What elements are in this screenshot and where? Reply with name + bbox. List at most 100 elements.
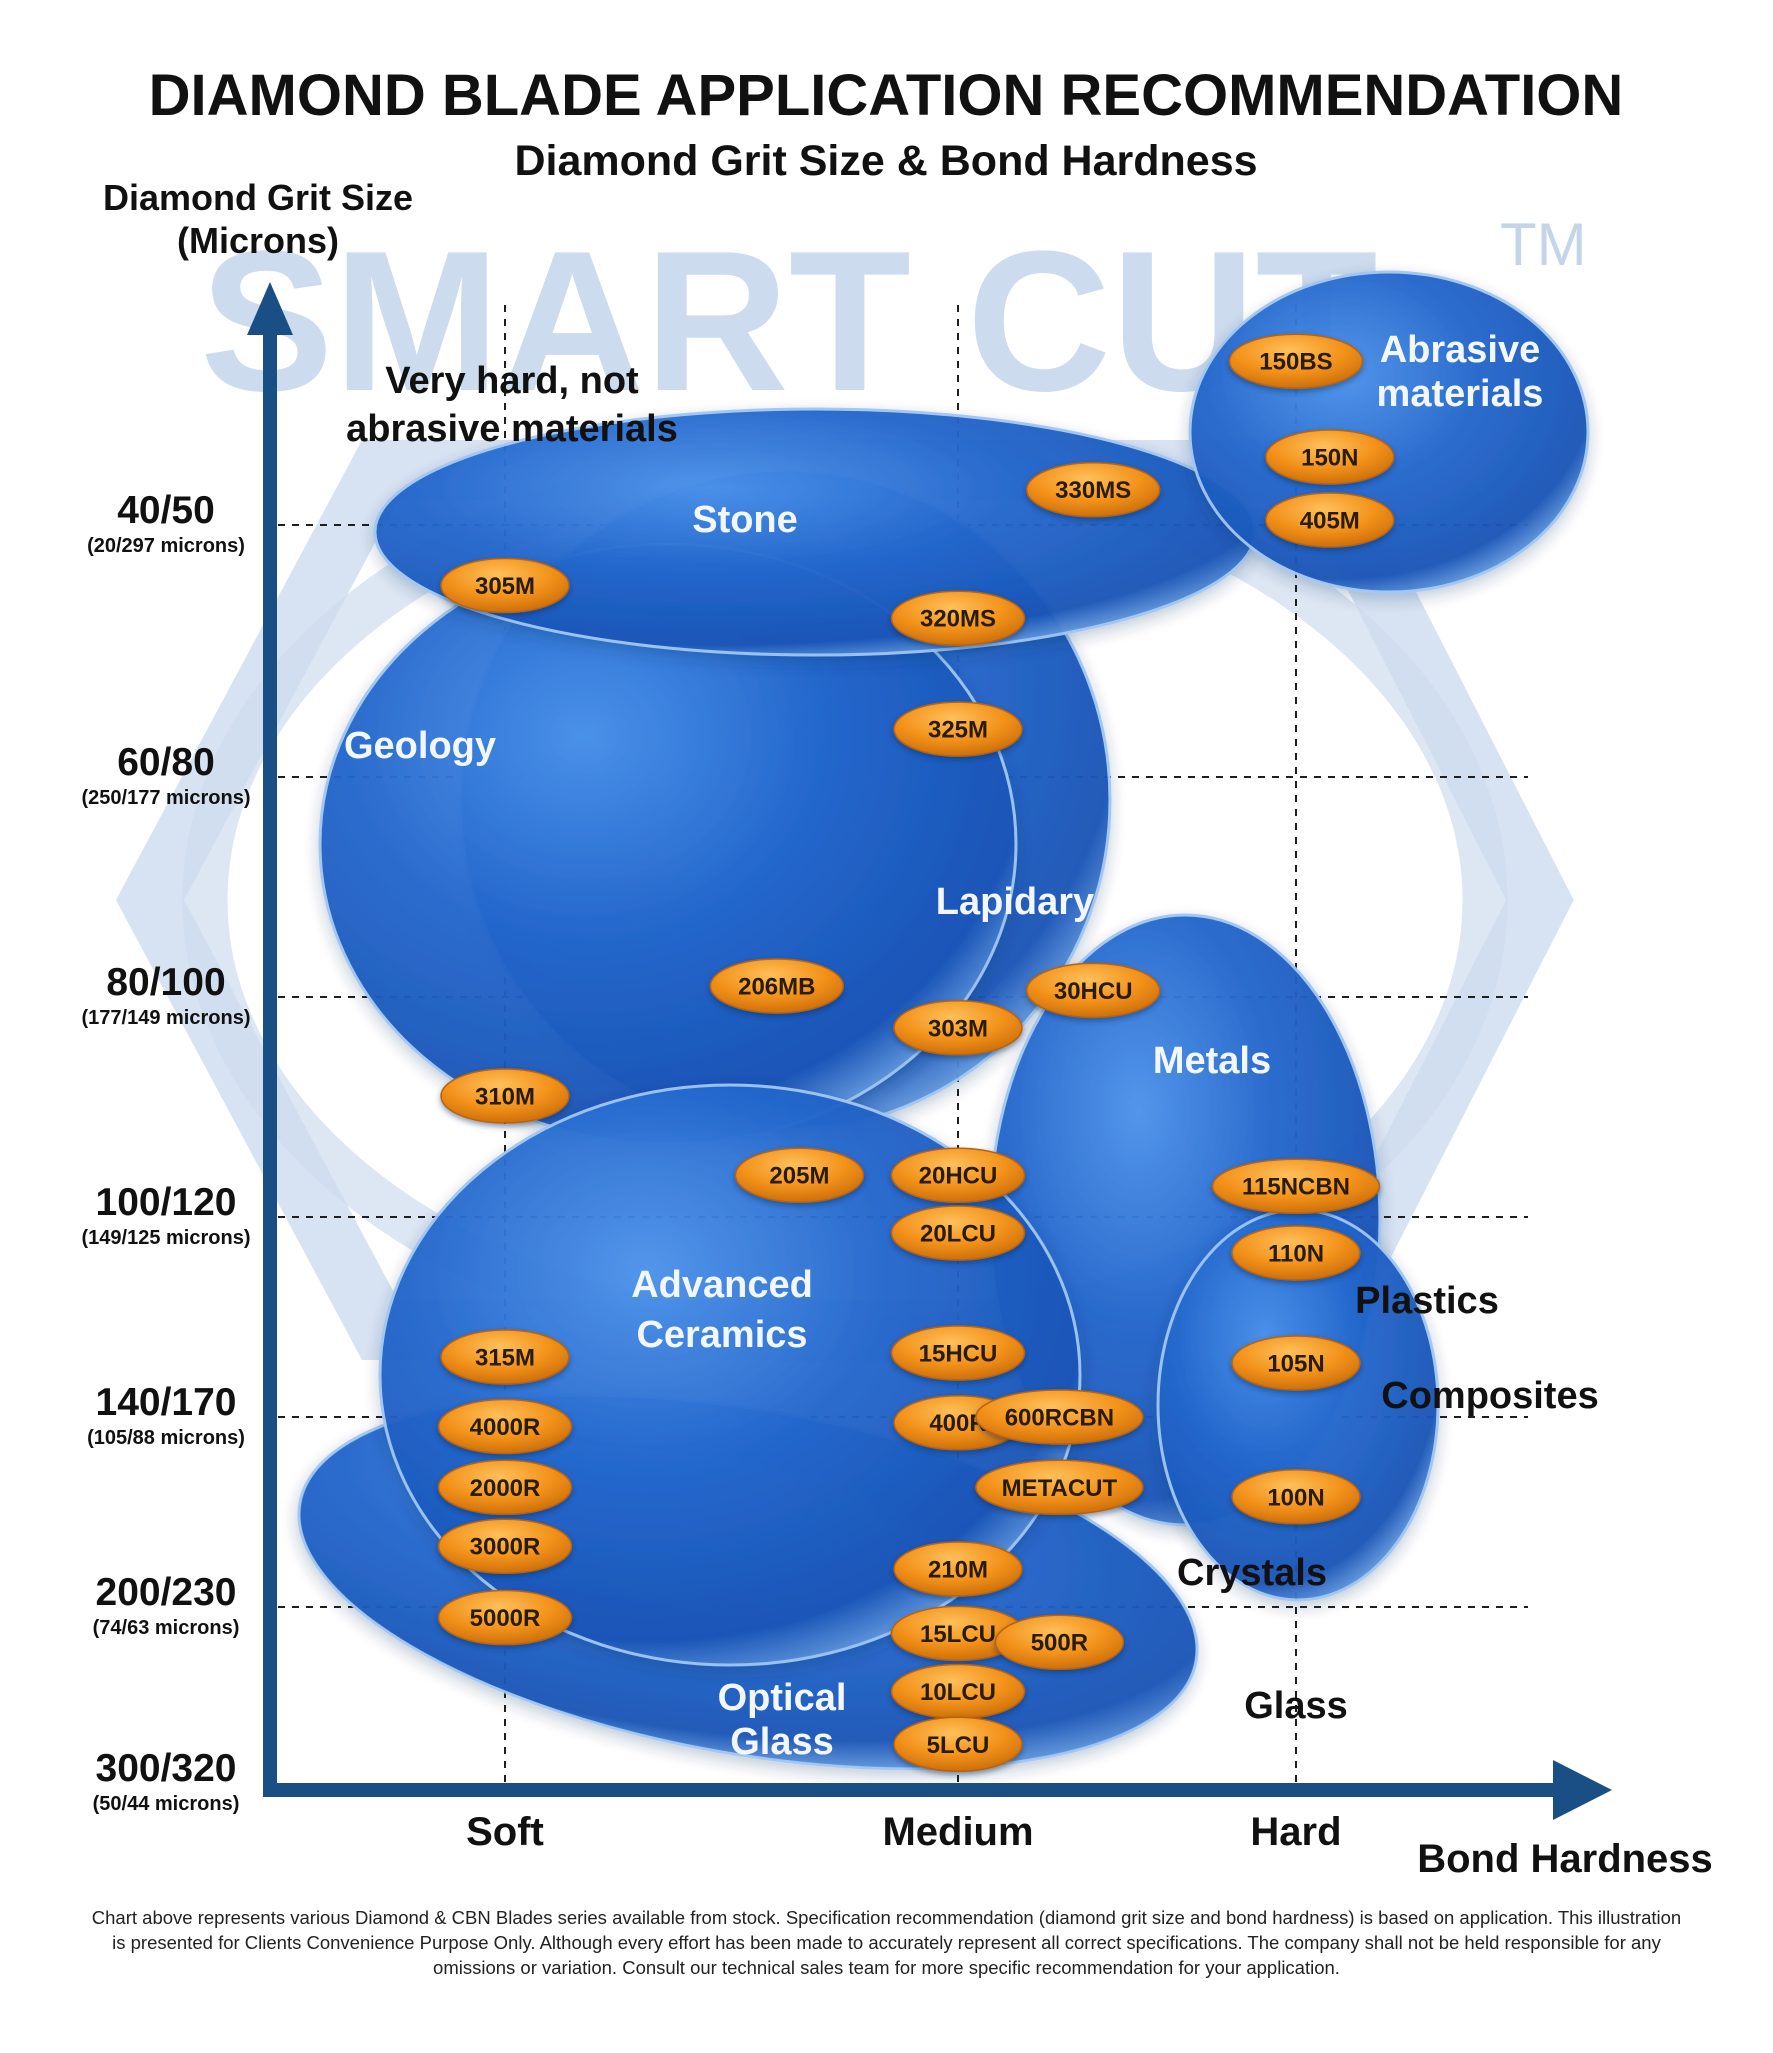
series-marker-pill bbox=[437, 1518, 573, 1574]
y-tick-label: 300/320 bbox=[96, 1747, 237, 1790]
region-label-abrasive-materials-line2: materials bbox=[1377, 373, 1544, 415]
y-tick-sublabel: (177/149 microns) bbox=[82, 1007, 251, 1029]
series-label: 115NCBN bbox=[1242, 1174, 1350, 1201]
series-label: 105N bbox=[1267, 1351, 1324, 1378]
series-label: 10LCU bbox=[920, 1679, 996, 1706]
y-tick-sublabel: (74/63 microns) bbox=[93, 1617, 240, 1639]
series-marker-pill bbox=[709, 958, 845, 1014]
region-label-very-hard-not-abrasive-materials-line2: abrasive materials bbox=[346, 408, 678, 450]
y-tick-sublabel: (50/44 microns) bbox=[93, 1793, 240, 1815]
region-label-advanced-ceramics-line1: Advanced bbox=[631, 1264, 813, 1306]
series-marker-pill bbox=[893, 1716, 1023, 1773]
region-label-very-hard-not-abrasive-materials-line1: Very hard, not bbox=[385, 360, 639, 402]
y-tick-sublabel: (149/125 microns) bbox=[82, 1227, 251, 1249]
series-label: 3000R bbox=[470, 1534, 541, 1561]
series-label: 5LCU bbox=[927, 1732, 990, 1759]
series-label: 315M bbox=[475, 1345, 535, 1372]
x-tick-label-soft: Soft bbox=[466, 1810, 544, 1854]
series-marker-pill bbox=[994, 1614, 1125, 1670]
series-marker-100n[interactable]: 100N bbox=[1231, 1469, 1361, 1525]
series-marker-15hcu[interactable]: 15HCU bbox=[890, 1325, 1026, 1381]
series-label: 15HCU bbox=[919, 1341, 998, 1368]
series-label: 20LCU bbox=[920, 1221, 996, 1248]
series-marker-206mb[interactable]: 206MB bbox=[709, 958, 845, 1014]
region-label-lapidary: Lapidary bbox=[936, 881, 1094, 923]
region-label-crystals: Crystals bbox=[1177, 1552, 1327, 1594]
series-marker-330ms[interactable]: 330MS bbox=[1025, 461, 1161, 518]
y-tick-sublabel: (105/88 microns) bbox=[87, 1427, 245, 1449]
series-marker-500r[interactable]: 500R bbox=[994, 1614, 1125, 1670]
x-tick-label-hard: Hard bbox=[1250, 1810, 1341, 1854]
series-marker-3000r[interactable]: 3000R bbox=[437, 1518, 573, 1574]
series-label: 205M bbox=[769, 1163, 829, 1190]
region-label-stone: Stone bbox=[692, 499, 798, 541]
blade-series-markers: 150BS 150N 405M 330MS 305M 320MS 325M 206MB 30HC… bbox=[437, 333, 1395, 1773]
series-marker-15lcu[interactable]: 15LCU bbox=[890, 1605, 1026, 1662]
y-tick-label: 80/100 bbox=[106, 961, 225, 1004]
series-marker-pill bbox=[893, 1541, 1023, 1597]
series-marker-20hcu[interactable]: 20HCU bbox=[890, 1147, 1026, 1203]
series-marker-pill bbox=[734, 1147, 865, 1203]
series-marker-metacut[interactable]: METACUT bbox=[975, 1459, 1144, 1516]
y-tick-label: 100/120 bbox=[96, 1181, 237, 1224]
y-axis-ticks: 40/50 (20/297 microns) 60/80 (250/177 micro… bbox=[82, 489, 251, 1815]
x-axis-label: Bond Hardness bbox=[1417, 1837, 1713, 1881]
region-label-advanced-ceramics-line2: Ceramics bbox=[636, 1314, 807, 1356]
region-label-optical-glass-line2: Glass bbox=[730, 1721, 834, 1763]
series-label: 500R bbox=[1031, 1630, 1088, 1657]
series-marker-210m[interactable]: 210M bbox=[893, 1541, 1023, 1597]
series-marker-pill bbox=[1231, 1335, 1361, 1391]
series-marker-150bs[interactable]: 150BS bbox=[1228, 333, 1364, 389]
region-label-metals: Metals bbox=[1153, 1040, 1271, 1082]
series-label: 330MS bbox=[1055, 477, 1131, 504]
series-marker-110n[interactable]: 110N bbox=[1231, 1225, 1361, 1281]
series-marker-115ncbn[interactable]: 115NCBN bbox=[1211, 1158, 1381, 1214]
series-marker-pill bbox=[975, 1389, 1144, 1445]
region-label-abrasive-materials-line1: Abrasive bbox=[1380, 329, 1541, 371]
footnote: Chart above represents various Diamond &… bbox=[91, 1907, 1682, 1978]
series-marker-pill bbox=[890, 1325, 1026, 1381]
series-marker-315m[interactable]: 315M bbox=[440, 1329, 570, 1385]
series-label: 15LCU bbox=[920, 1621, 996, 1648]
series-marker-405m[interactable]: 405M bbox=[1265, 492, 1395, 548]
series-marker-325m[interactable]: 325M bbox=[893, 701, 1023, 757]
series-marker-20lcu[interactable]: 20LCU bbox=[890, 1205, 1026, 1261]
region-label-composites: Composites bbox=[1381, 1375, 1598, 1417]
series-label: 405M bbox=[1300, 507, 1360, 534]
series-marker-pill bbox=[1211, 1158, 1381, 1214]
watermark-text: SMART CUT bbox=[200, 210, 1378, 433]
series-label: 20HCU bbox=[919, 1163, 998, 1190]
series-marker-305m[interactable]: 305M bbox=[440, 557, 570, 614]
series-marker-pill bbox=[440, 1068, 570, 1124]
series-marker-303m[interactable]: 303M bbox=[893, 1000, 1023, 1056]
series-marker-205m[interactable]: 205M bbox=[734, 1147, 865, 1203]
series-marker-310m[interactable]: 310M bbox=[440, 1068, 570, 1124]
series-marker-10lcu[interactable]: 10LCU bbox=[890, 1663, 1026, 1720]
series-marker-4000r[interactable]: 4000R bbox=[437, 1398, 573, 1455]
series-marker-pill bbox=[440, 557, 570, 614]
series-marker-pill bbox=[1265, 492, 1395, 548]
series-marker-pill bbox=[893, 1000, 1023, 1056]
series-marker-600rcbn[interactable]: 600RCBN bbox=[975, 1389, 1144, 1445]
series-marker-pill bbox=[440, 1329, 570, 1385]
series-label: 325M bbox=[928, 717, 988, 744]
chart-title: DIAMOND BLADE APPLICATION RECOMMENDATION bbox=[149, 63, 1624, 128]
series-marker-5000r[interactable]: 5000R bbox=[437, 1589, 573, 1646]
region-label-plastics: Plastics bbox=[1355, 1280, 1499, 1322]
region-label-glass: Glass bbox=[1244, 1685, 1348, 1727]
watermark-trademark: TM bbox=[1500, 211, 1587, 278]
series-label: 110N bbox=[1268, 1241, 1324, 1268]
y-axis-arrow bbox=[247, 282, 293, 335]
series-marker-150n[interactable]: 150N bbox=[1265, 429, 1395, 485]
series-marker-30hcu[interactable]: 30HCU bbox=[1025, 962, 1161, 1019]
series-marker-105n[interactable]: 105N bbox=[1231, 1335, 1361, 1391]
series-marker-5lcu[interactable]: 5LCU bbox=[893, 1716, 1023, 1773]
series-marker-pill bbox=[1025, 461, 1161, 518]
series-marker-pill bbox=[437, 1459, 573, 1516]
series-label: 2000R bbox=[470, 1475, 541, 1502]
series-marker-pill bbox=[890, 590, 1026, 646]
series-marker-pill bbox=[1265, 429, 1395, 485]
series-marker-2000r[interactable]: 2000R bbox=[437, 1459, 573, 1516]
series-marker-320ms[interactable]: 320MS bbox=[890, 590, 1026, 646]
x-axis-ticks: Soft Medium Hard bbox=[466, 1810, 1341, 1854]
